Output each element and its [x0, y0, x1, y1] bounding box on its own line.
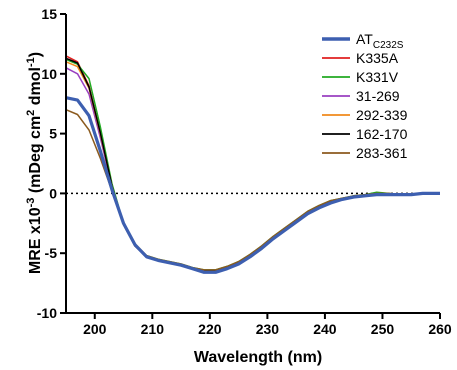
- y-tick-label: -5: [45, 245, 58, 261]
- legend-label-k335a: K335A: [356, 50, 399, 66]
- series-line-at: [65, 96, 440, 274]
- x-axis-label: Wavelength (nm): [194, 349, 322, 366]
- ticks: -10 -5 0 5 10 15 200 210 220 230 240 250 260: [37, 6, 452, 337]
- y-tick-label: 15: [41, 6, 57, 22]
- y-tick-label: 10: [41, 66, 57, 82]
- legend-label-31-269: 31-269: [356, 88, 400, 104]
- x-tick-label: 250: [371, 321, 395, 337]
- x-tick-label: 230: [256, 321, 280, 337]
- x-tick-label: 220: [198, 321, 222, 337]
- x-tick-label: 210: [141, 321, 165, 337]
- axes: [65, 14, 440, 314]
- plot-area: [65, 55, 440, 274]
- legend-label-at: ATC232S: [356, 31, 404, 51]
- legend-label-292-339: 292-339: [356, 107, 408, 123]
- legend-label-283-361: 283-361: [356, 145, 408, 161]
- y-tick-label: 0: [49, 185, 57, 201]
- legend-label-162-170: 162-170: [356, 126, 408, 142]
- y-tick-label: -10: [37, 305, 57, 321]
- x-tick-label: 260: [428, 321, 452, 337]
- y-tick-label: 5: [49, 126, 57, 142]
- y-axis-label: MRE x10-3 (mDeg cm2 dmol-1): [25, 52, 44, 274]
- x-tick-label: 200: [83, 321, 107, 337]
- x-tick-label: 240: [313, 321, 337, 337]
- legend-label-k331v: K331V: [356, 69, 399, 85]
